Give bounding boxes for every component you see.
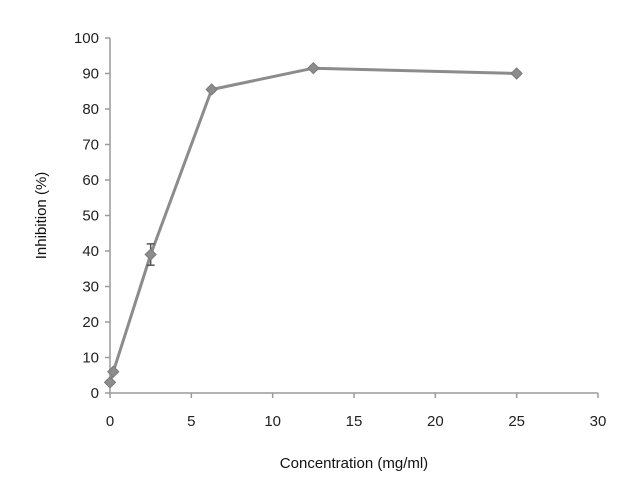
- y-tick-label: 30: [82, 279, 99, 296]
- y-tick-label: 0: [91, 385, 99, 402]
- y-tick-label: 80: [82, 101, 99, 118]
- data-point: [103, 376, 117, 389]
- x-axis-title: Concentration (mg/ml): [280, 455, 428, 472]
- x-tick-label: 25: [508, 413, 525, 430]
- data-point: [510, 67, 523, 80]
- data-point: [205, 83, 218, 96]
- y-tick-label: 90: [82, 66, 99, 83]
- x-tick-label: 0: [106, 413, 114, 430]
- plot-area: 0 10 20 30 40 50 60 70 80 90 100 0 5 10 15 20 25 30: [74, 30, 606, 430]
- y-tick-label: 50: [82, 208, 99, 225]
- series-layer: [103, 61, 523, 389]
- x-ticks: 0 5 10 15 20 25 30: [106, 393, 607, 430]
- data-point: [144, 248, 157, 261]
- y-tick-label: 20: [82, 314, 99, 331]
- data-point: [107, 365, 120, 378]
- x-tick-label: 5: [187, 413, 195, 430]
- y-tick-label: 10: [82, 350, 99, 367]
- data-point: [307, 61, 320, 75]
- series-line: [108, 66, 517, 383]
- x-tick-label: 30: [590, 413, 607, 430]
- x-tick-label: 20: [427, 413, 444, 430]
- y-ticks: 0 10 20 30 40 50 60 70 80 90 100: [74, 30, 110, 402]
- y-axis-title: Inhibition (%): [33, 172, 50, 260]
- x-tick-label: 10: [264, 413, 281, 430]
- y-tick-label: 100: [74, 30, 99, 47]
- y-tick-label: 70: [82, 137, 99, 154]
- y-tick-label: 60: [82, 172, 99, 189]
- y-tick-label: 40: [82, 243, 99, 260]
- x-tick-label: 15: [346, 413, 363, 430]
